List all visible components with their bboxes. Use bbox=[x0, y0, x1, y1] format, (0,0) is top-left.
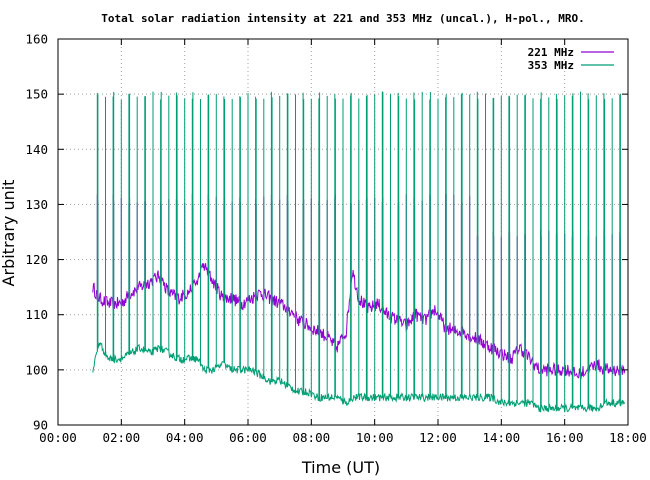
y-axis-label: Arbitrary unit bbox=[0, 180, 18, 287]
x-axis: 00:00 02:00 04:00 06:00 08:00 10:00 12:00 14:00… bbox=[39, 39, 647, 445]
y-tick-label: 130 bbox=[25, 197, 48, 212]
y-tick-label: 160 bbox=[25, 32, 48, 47]
x-tick-label: 10:00 bbox=[356, 430, 394, 445]
x-tick-label: 06:00 bbox=[229, 430, 267, 445]
legend-label: 353 MHz bbox=[528, 59, 574, 72]
x-tick-label: 18:00 bbox=[609, 430, 647, 445]
plot-area bbox=[92, 91, 626, 413]
y-tick-label: 150 bbox=[25, 87, 48, 102]
x-tick-label: 02:00 bbox=[103, 430, 141, 445]
x-axis-label: Time (UT) bbox=[301, 458, 380, 477]
chart-title: Total solar radiation intensity at 221 a… bbox=[101, 12, 584, 25]
y-tick-label: 90 bbox=[33, 418, 48, 433]
y-tick-label: 120 bbox=[25, 252, 48, 267]
x-tick-label: 14:00 bbox=[483, 430, 521, 445]
plot-frame bbox=[57, 38, 629, 426]
y-axis: 90 100 110 120 130 140 150 160 bbox=[25, 32, 628, 433]
legend-label: 221 MHz bbox=[528, 46, 574, 59]
y-tick-label: 100 bbox=[25, 362, 48, 377]
x-tick-label: 00:00 bbox=[39, 430, 77, 445]
series-353mhz-line bbox=[92, 91, 626, 413]
x-tick-label: 12:00 bbox=[419, 430, 457, 445]
y-tick-label: 110 bbox=[25, 307, 48, 322]
x-tick-label: 16:00 bbox=[546, 430, 584, 445]
x-tick-label: 08:00 bbox=[293, 430, 331, 445]
x-tick-label: 04:00 bbox=[166, 430, 204, 445]
y-tick-label: 140 bbox=[25, 142, 48, 157]
